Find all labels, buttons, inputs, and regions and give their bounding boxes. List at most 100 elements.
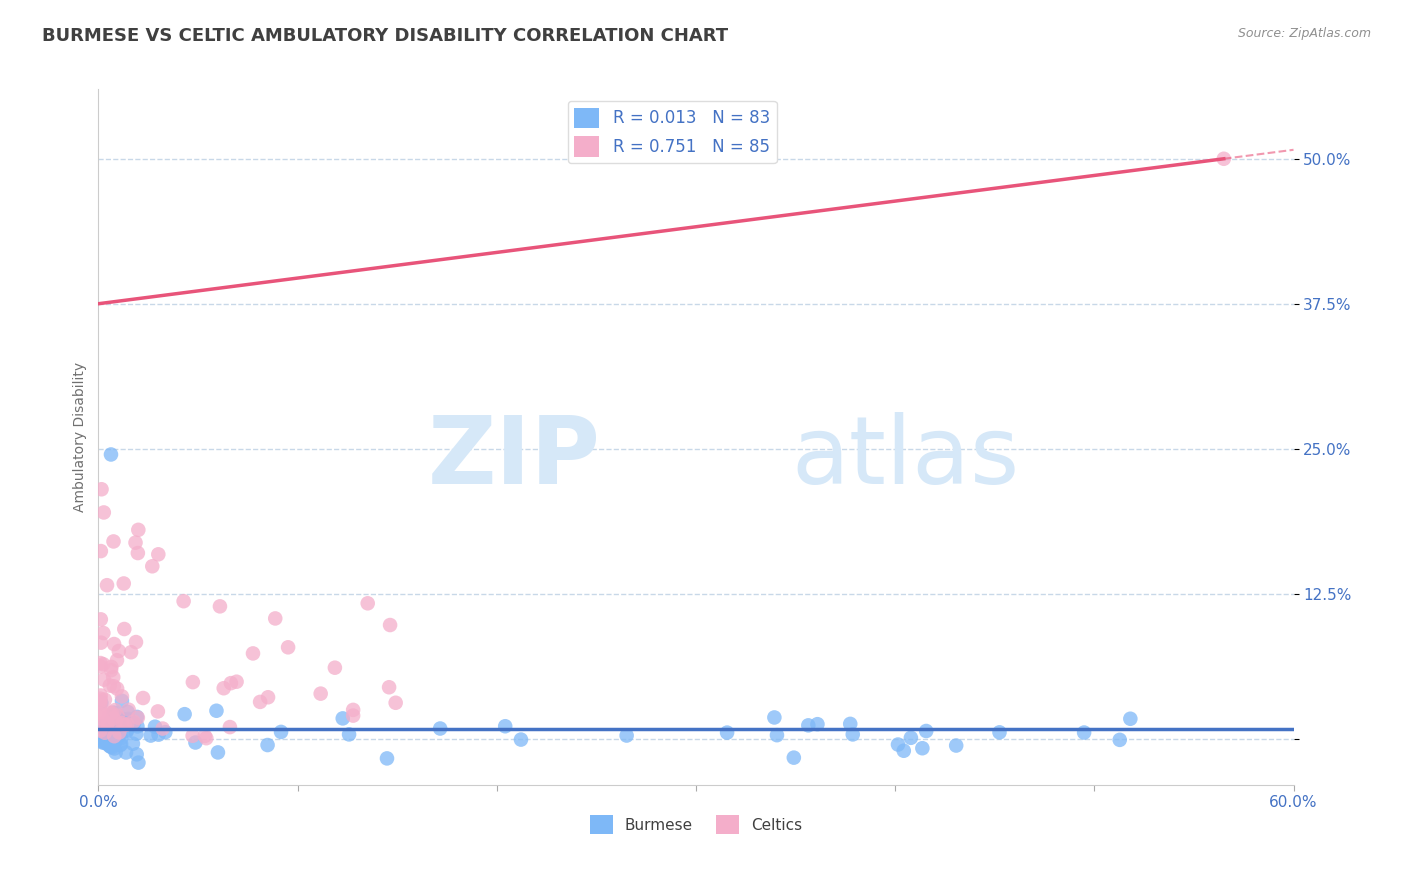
- Legend: Burmese, Celtics: Burmese, Celtics: [583, 809, 808, 840]
- Point: [184, 735, 207, 749]
- Point: [103, 679, 125, 693]
- Point: [146, 705, 169, 719]
- Point: [148, 728, 170, 742]
- Point: [337, 727, 360, 741]
- Point: [90, 696, 112, 710]
- Point: [114, 718, 136, 732]
- Point: [117, 713, 139, 727]
- Point: [108, 725, 131, 739]
- Point: [143, 720, 166, 734]
- Point: [118, 703, 141, 717]
- Text: atlas: atlas: [792, 412, 1019, 504]
- Point: [100, 447, 122, 462]
- Point: [120, 645, 142, 659]
- Point: [357, 596, 380, 610]
- Point: [91, 735, 114, 749]
- Point: [94, 725, 117, 739]
- Point: [127, 756, 149, 770]
- Text: ZIP: ZIP: [427, 412, 600, 504]
- Point: [309, 687, 332, 701]
- Point: [205, 704, 228, 718]
- Point: [429, 722, 451, 736]
- Point: [127, 523, 149, 537]
- Point: [98, 739, 121, 754]
- Text: Source: ZipAtlas.com: Source: ZipAtlas.com: [1237, 27, 1371, 40]
- Point: [90, 689, 112, 703]
- Point: [122, 714, 145, 729]
- Point: [763, 710, 786, 724]
- Point: [93, 736, 115, 750]
- Point: [323, 661, 346, 675]
- Point: [107, 725, 129, 739]
- Point: [117, 712, 139, 726]
- Point: [110, 737, 132, 751]
- Point: [219, 676, 242, 690]
- Point: [97, 728, 120, 742]
- Point: [716, 725, 738, 739]
- Point: [219, 720, 242, 734]
- Point: [893, 744, 915, 758]
- Point: [111, 694, 134, 708]
- Point: [122, 737, 145, 751]
- Point: [98, 721, 121, 735]
- Point: [107, 719, 129, 733]
- Point: [783, 750, 806, 764]
- Point: [915, 724, 938, 739]
- Point: [181, 675, 204, 690]
- Point: [104, 714, 127, 729]
- Point: [139, 729, 162, 743]
- Point: [510, 732, 533, 747]
- Point: [101, 740, 124, 755]
- Point: [839, 717, 862, 731]
- Point: [132, 691, 155, 706]
- Point: [155, 725, 177, 739]
- Point: [110, 738, 132, 752]
- Point: [384, 696, 406, 710]
- Point: [194, 729, 217, 743]
- Point: [111, 690, 134, 704]
- Point: [256, 738, 278, 752]
- Point: [225, 674, 247, 689]
- Point: [257, 690, 280, 705]
- Point: [90, 612, 112, 626]
- Point: [342, 703, 364, 717]
- Point: [270, 725, 292, 739]
- Point: [115, 724, 138, 739]
- Point: [124, 535, 146, 549]
- Point: [103, 637, 125, 651]
- Point: [104, 713, 127, 727]
- Point: [342, 708, 364, 723]
- Point: [89, 733, 111, 747]
- Point: [125, 747, 148, 762]
- Point: [112, 576, 135, 591]
- Point: [104, 706, 127, 720]
- Point: [141, 559, 163, 574]
- Point: [93, 626, 115, 640]
- Point: [115, 746, 138, 760]
- Point: [173, 594, 195, 608]
- Point: [900, 731, 922, 745]
- Point: [195, 731, 218, 746]
- Point: [103, 729, 125, 743]
- Point: [122, 716, 145, 731]
- Point: [104, 728, 127, 742]
- Point: [332, 711, 354, 725]
- Point: [766, 728, 789, 742]
- Point: [100, 706, 122, 720]
- Point: [90, 544, 112, 558]
- Point: [93, 722, 115, 736]
- Point: [94, 731, 117, 746]
- Point: [988, 725, 1011, 739]
- Point: [104, 703, 127, 717]
- Point: [494, 719, 516, 733]
- Point: [100, 660, 122, 674]
- Point: [107, 644, 129, 658]
- Point: [104, 746, 127, 760]
- Point: [249, 695, 271, 709]
- Point: [378, 680, 401, 694]
- Point: [264, 611, 287, 625]
- Point: [103, 534, 125, 549]
- Point: [1073, 725, 1095, 739]
- Point: [103, 741, 125, 756]
- Point: [94, 692, 117, 706]
